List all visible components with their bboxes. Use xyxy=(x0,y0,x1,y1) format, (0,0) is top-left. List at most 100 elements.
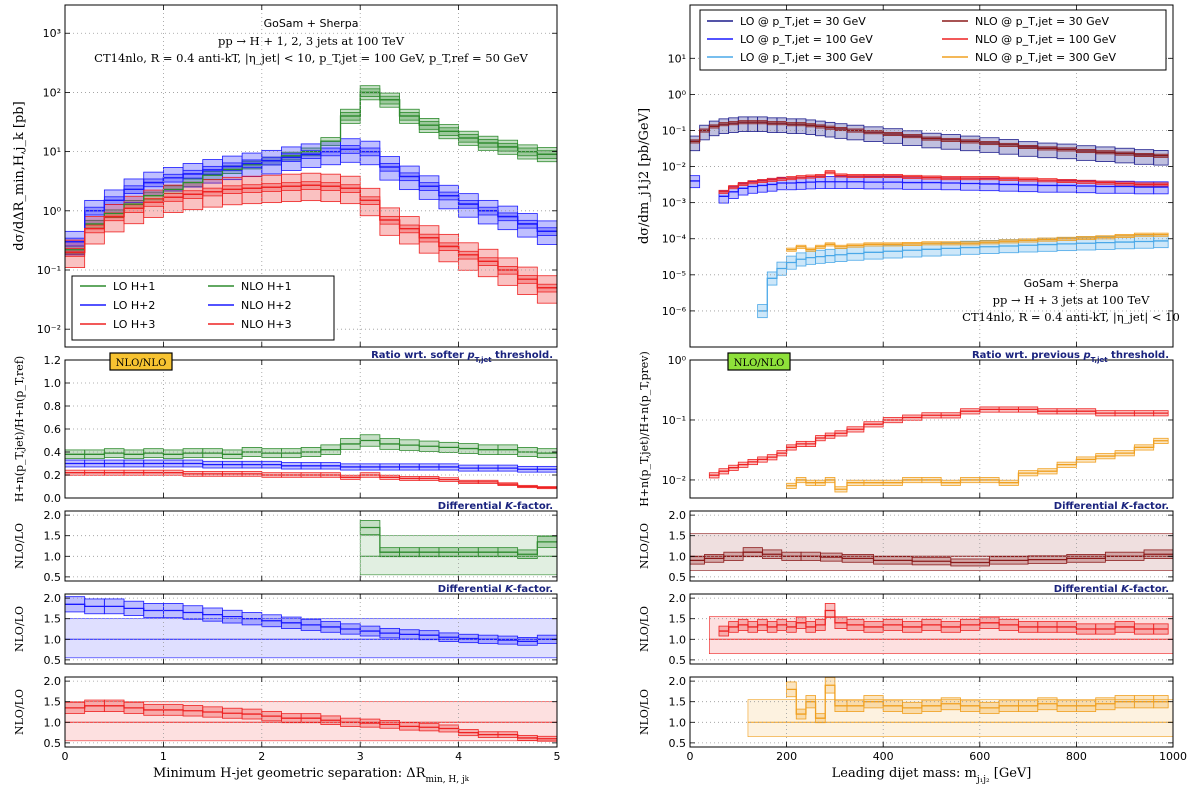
panel-right-main-series-lo-p-t-jet-100-gev-band xyxy=(805,176,816,190)
panel-left-ratio-threshold-note-p: p xyxy=(466,350,474,361)
panel-right-kfactor-30-note-b: -factor. xyxy=(1129,501,1169,512)
panel-right-kfactor-30-frame xyxy=(689,510,1174,582)
panel-right-main-legend-label: LO @ p_T,jet = 300 GeV xyxy=(740,51,873,64)
panel-right-kfactor-30-ylabel: NLO/LO xyxy=(638,523,651,569)
panel-right-main-annotation-0: GoSam + Sherpa xyxy=(1024,277,1119,290)
panel-left-ratio-threshold-ytick-label: 0.2 xyxy=(44,469,62,482)
panel-right-main-series-lo-p-t-jet-100-gev-band xyxy=(834,176,848,189)
frames-layer xyxy=(64,4,1174,748)
panel-right-kfactor-30-note-k: K xyxy=(1121,501,1130,512)
panel-right-main-series-lo-p-t-jet-100-gev-band xyxy=(824,176,836,189)
panel-right-main-legend-label: NLO @ p_T,jet = 300 GeV xyxy=(975,51,1116,64)
panel-left-kfactor-H2-ytick-label: 2.0 xyxy=(44,592,62,605)
panel-right-main-ytick-label: 10⁻² xyxy=(662,161,686,174)
panel-left-kfactor-H3-ytick-label: 2.0 xyxy=(44,675,62,688)
panel-right-kfactor-300-xtick-label: 200 xyxy=(776,750,797,763)
panel-left-main-legend-label: NLO H+1 xyxy=(241,280,292,293)
lines-layer xyxy=(65,91,1173,740)
panel-right-main-ytick-label: 10⁻⁵ xyxy=(662,269,686,282)
panel-right-main-series-lo-p-t-jet-100-gev-band xyxy=(979,178,1000,192)
panel-left-kfactor-H2-ytick-label: 1.5 xyxy=(44,613,62,626)
panel-right-main-series-lo-p-t-jet-100-gev-band xyxy=(902,176,923,190)
panel-right-kfactor-100-note-k: K xyxy=(1121,584,1130,595)
panel-right-main-series-lo-p-t-jet-100-gev-band xyxy=(998,178,1019,192)
panel-left-main-ytick-label: 10⁰ xyxy=(43,205,62,218)
panel-right-main-legend-label: NLO @ p_T,jet = 30 GeV xyxy=(975,15,1109,28)
panel-right-ratio-threshold-frame xyxy=(689,359,1174,499)
panel-right-ratio-threshold-ytick-label: 10⁰ xyxy=(668,354,687,367)
panel-left-kfactor-H2-series-h-2-line xyxy=(65,603,557,643)
panel-right-kfactor-30-ytick-label: 2.0 xyxy=(669,509,687,522)
panel-left-kfactor-H3-series-h-3-line xyxy=(65,705,557,740)
panel-right-kfactor-100-note: Differential K-factor. xyxy=(1054,584,1169,595)
panel-right-ratio-threshold-lines xyxy=(709,408,1169,490)
panel-right-kfactor-300-xtick-label: 0 xyxy=(687,750,694,763)
panel-right-kfactor-100-ytick-label: 2.0 xyxy=(669,592,687,605)
panel-left-main-ytick-label: 10³ xyxy=(43,27,61,40)
panel-left-kfactor-H3-lo-band xyxy=(65,701,557,742)
panel-left-kfactor-H2-bands xyxy=(65,596,557,659)
panel-right-main-ytick-label: 10⁻³ xyxy=(662,197,686,210)
panel-right-ratio-threshold-note-a: Ratio wrt. previous xyxy=(972,350,1083,361)
panel-right-kfactor-300-bands xyxy=(747,677,1173,738)
panel-left-kfactor-H3-xtick-label: 2 xyxy=(258,750,265,763)
panel-left-main-legend-box xyxy=(71,275,335,341)
panel-right-kfactor-100-ylabel: NLO/LO xyxy=(638,606,651,652)
panel-left-kfactor-H3-ylabel: NLO/LO xyxy=(13,689,26,735)
panel-right-main-ytick-label: 10⁻⁶ xyxy=(662,305,687,318)
panel-left-kfactor-H2-note-k: K xyxy=(505,584,514,595)
panel-left-main-lines xyxy=(65,91,557,289)
panel-left-ratio-threshold-series-h-2-line xyxy=(65,462,557,470)
panel-right-main-series-nlo-p-t-jet-100-gev-line xyxy=(718,171,1169,193)
panel-right-kfactor-300-series-300-gev-line xyxy=(786,684,1169,719)
panel-right-main-legend-label: LO @ p_T,jet = 30 GeV xyxy=(740,15,866,28)
panel-right-kfactor-300-xtick-label: 400 xyxy=(873,750,894,763)
panel-right-kfactor-100-series-100-gev-line xyxy=(718,609,1169,632)
panel-left-ratio-threshold-ytick-label: 1.0 xyxy=(44,377,62,390)
panel-left-ratio-threshold-ytick-label: 0.4 xyxy=(44,446,62,459)
panel-right-ratio-threshold-badge-box xyxy=(727,352,791,371)
panel-left-ratio-threshold-ytick-label: 1.2 xyxy=(44,354,62,367)
panel-right-kfactor-100-ytick-label: 1.0 xyxy=(669,633,687,646)
panel-left-kfactor-H3-xtick-label: 0 xyxy=(62,750,69,763)
panel-right-kfactor-100-ytick-label: 0.5 xyxy=(669,654,687,667)
panel-right-kfactor-300-xlabel-unit: [GeV] xyxy=(990,766,1032,781)
panel-left-kfactor-H3-ytick-label: 0.5 xyxy=(44,737,62,750)
panel-left-ratio-threshold-bands xyxy=(65,434,557,490)
panel-right-kfactor-300-xtick-label: 600 xyxy=(969,750,990,763)
panel-right-main-legend-label: LO @ p_T,jet = 100 GeV xyxy=(740,33,873,46)
panel-right-ratio-threshold-ytick-label: 10⁻² xyxy=(662,474,686,487)
panel-right-kfactor-300-frame xyxy=(689,676,1174,748)
panel-right-main-ylabel: dσ/dm_j1j2 [pb/GeV] xyxy=(637,108,652,244)
panel-left-ratio-threshold-note: Ratio wrt. softer pT,jet threshold. xyxy=(371,350,553,364)
panel-right-main-series-lo-p-t-jet-100-gev-band xyxy=(690,175,701,189)
panel-right-kfactor-300-ytick-label: 1.5 xyxy=(669,696,687,709)
panel-right-kfactor-30-note-a: Differential xyxy=(1054,501,1121,512)
panel-left-main-series-nlo-h-1-line xyxy=(65,91,557,251)
panel-left-ratio-threshold-ytick-label: 0.8 xyxy=(44,400,62,413)
panel-left-kfactor-H2-note-b: -factor. xyxy=(513,584,553,595)
panel-left-kfactor-H1-note-k: K xyxy=(505,501,514,512)
panel-right-main-ytick-label: 10¹ xyxy=(668,52,686,65)
panel-left-kfactor-H3-xtick-label: 3 xyxy=(357,750,364,763)
panel-right-main-ytick-label: 10⁰ xyxy=(668,88,687,101)
panel-left-kfactor-H1-note-a: Differential xyxy=(438,501,505,512)
panel-left-kfactor-H2-ylabel: NLO/LO xyxy=(13,606,26,652)
panel-right-kfactor-100-ytick-label: 1.5 xyxy=(669,613,687,626)
panel-right-kfactor-30-ytick-label: 1.0 xyxy=(669,550,687,563)
panel-left-kfactor-H1-note: Differential K-factor. xyxy=(438,501,553,512)
panel-right-ratio-threshold-ytick-label: 10⁻¹ xyxy=(662,414,686,427)
panel-left-main-ytick-label: 10⁻² xyxy=(37,323,61,336)
panel-left-ratio-threshold-note-b: threshold. xyxy=(492,350,553,361)
panel-left-main-legend-label: LO H+1 xyxy=(113,280,155,293)
panel-left-main-series-nlo-h-3-line xyxy=(65,184,557,289)
panel-left-main-ytick-label: 10⁻¹ xyxy=(37,264,61,277)
panel-left-kfactor-H3-xtick-label: 5 xyxy=(554,750,561,763)
panel-right-kfactor-300-xtick-label: 1000 xyxy=(1159,750,1187,763)
panel-left-main-annotation-2: CT14nlo, R = 0.4 anti-kT, |η_jet| < 10, … xyxy=(94,51,528,66)
panel-right-main-lines xyxy=(690,121,1169,312)
panel-right-kfactor-300-ytick-label: 1.0 xyxy=(669,716,687,729)
panel-right-ratio-threshold-ylabel: H+n(p_T,jet)/H+n(p_T,prev) xyxy=(638,351,651,507)
panel-left-kfactor-H2-note: Differential K-factor. xyxy=(438,584,553,595)
panel-left-kfactor-H2-note-a: Differential xyxy=(438,584,505,595)
